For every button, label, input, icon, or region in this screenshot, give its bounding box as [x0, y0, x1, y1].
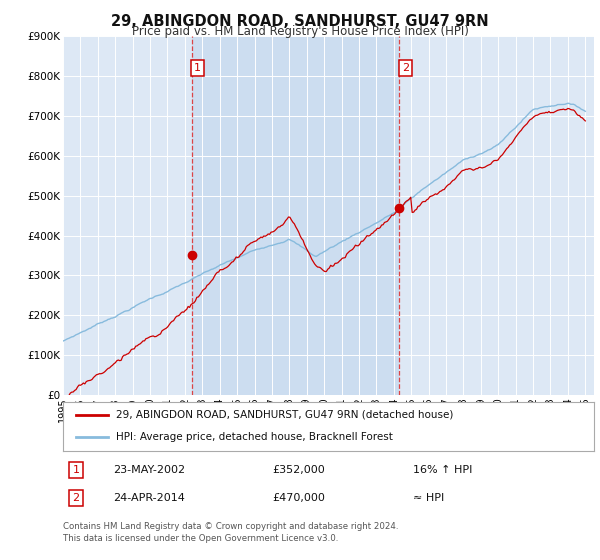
Bar: [191, 36, 400, 395]
Text: HPI: Average price, detached house, Bracknell Forest: HPI: Average price, detached house, Brac…: [116, 432, 393, 442]
Text: Price paid vs. HM Land Registry's House Price Index (HPI): Price paid vs. HM Land Registry's House …: [131, 25, 469, 38]
Text: 29, ABINGDON ROAD, SANDHURST, GU47 9RN (detached house): 29, ABINGDON ROAD, SANDHURST, GU47 9RN (…: [116, 410, 454, 420]
Text: 16% ↑ HPI: 16% ↑ HPI: [413, 465, 473, 475]
Text: £352,000: £352,000: [273, 465, 325, 475]
Text: Contains HM Land Registry data © Crown copyright and database right 2024.
This d: Contains HM Land Registry data © Crown c…: [63, 522, 398, 543]
Text: 2: 2: [73, 493, 80, 503]
Text: £470,000: £470,000: [273, 493, 326, 503]
Text: ≈ HPI: ≈ HPI: [413, 493, 445, 503]
Text: 23-MAY-2002: 23-MAY-2002: [113, 465, 185, 475]
Text: 29, ABINGDON ROAD, SANDHURST, GU47 9RN: 29, ABINGDON ROAD, SANDHURST, GU47 9RN: [111, 14, 489, 29]
Text: 24-APR-2014: 24-APR-2014: [113, 493, 185, 503]
Text: 2: 2: [402, 63, 409, 73]
Text: 1: 1: [73, 465, 80, 475]
Text: 1: 1: [194, 63, 201, 73]
